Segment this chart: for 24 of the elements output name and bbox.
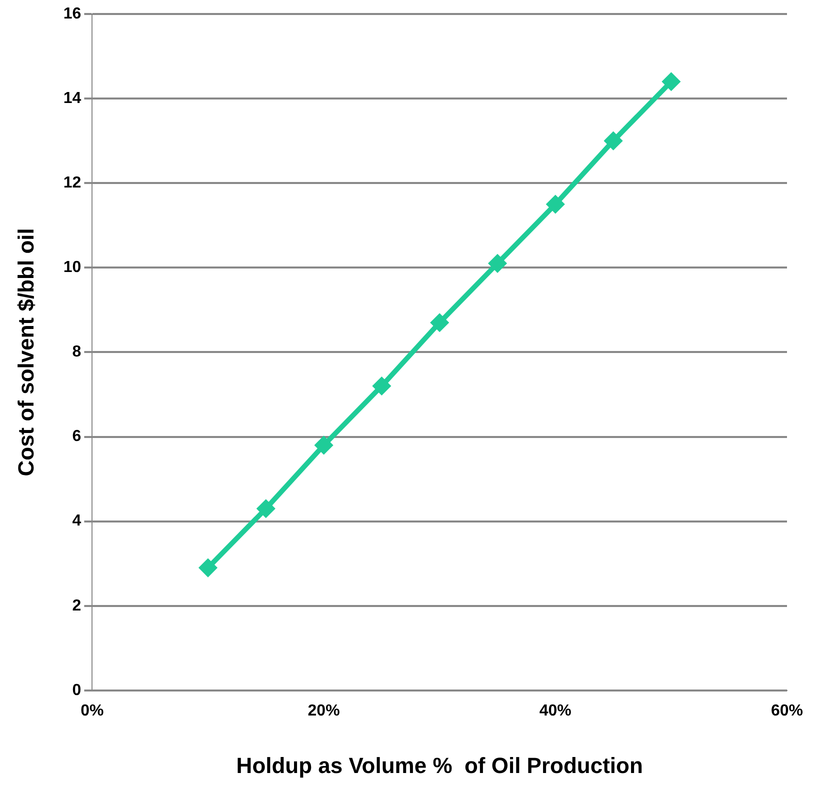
y-tick-label: 12 (63, 174, 82, 192)
y-tick-label: 0 (72, 682, 82, 699)
y-tick-label: 8 (72, 344, 82, 361)
point (604, 132, 622, 150)
point (431, 314, 448, 332)
y-tick-label: 2 (72, 597, 82, 614)
point (257, 500, 274, 518)
x-tick-label: 0% (80, 702, 104, 720)
point (200, 559, 216, 576)
x-axis-title: Holdup as Volume % of Oil Production (236, 752, 643, 778)
x-tick-label: 20% (308, 702, 340, 720)
point (546, 196, 564, 213)
y-tick-label: 10 (63, 259, 82, 276)
point (489, 254, 506, 272)
point (315, 436, 332, 454)
y-tick-label: 14 (63, 90, 82, 107)
y-tick-label: 4 (72, 512, 82, 530)
y-axis-title: Cost of solvent $/bbl oil (13, 228, 38, 476)
x-tick-label: 40% (539, 702, 572, 720)
y-tick-label: 16 (63, 5, 82, 22)
point (662, 73, 680, 90)
x-tick-label: 60% (770, 702, 804, 720)
point (373, 378, 390, 395)
y-tick-label: 6 (72, 428, 82, 446)
